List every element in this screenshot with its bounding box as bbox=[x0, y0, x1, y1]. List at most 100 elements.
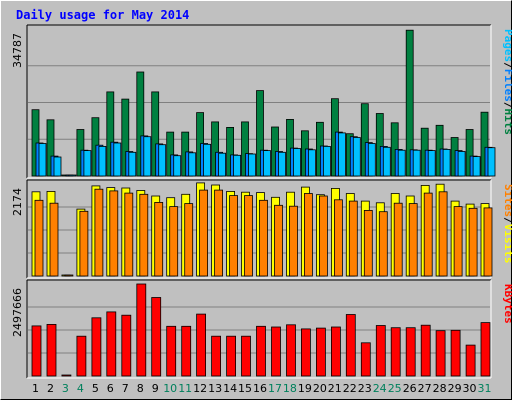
x-tick-day-6: 6 bbox=[107, 382, 114, 395]
bar-sites-day-17 bbox=[274, 204, 283, 277]
bar-pages-day-25 bbox=[397, 149, 406, 177]
x-tick-day-1: 1 bbox=[32, 382, 39, 395]
bar-hits-day-15 bbox=[241, 121, 249, 177]
bar-sites-day-2 bbox=[49, 202, 59, 277]
bar-pages-day-19 bbox=[307, 149, 316, 177]
bar-hits-day-26 bbox=[405, 29, 414, 177]
bar-kbytes-day-23 bbox=[360, 342, 371, 377]
bar-kbytes-day-14 bbox=[226, 335, 237, 377]
bar-hits-day-6 bbox=[106, 91, 115, 177]
legend-separator: / bbox=[502, 62, 512, 69]
bar-kbytes-day-1 bbox=[31, 325, 42, 377]
bar-hits-day-23 bbox=[360, 103, 369, 177]
x-tick-day-15: 15 bbox=[238, 382, 252, 395]
panel-visits-sites: 2174 Sites/Visits bbox=[11, 179, 512, 279]
x-tick-day-17: 17 bbox=[268, 382, 282, 395]
bar-kbytes-day-25 bbox=[390, 327, 401, 377]
bar-sites-day-19 bbox=[303, 193, 313, 277]
bar-pages-day-31 bbox=[487, 147, 496, 177]
bar-hits-day-7 bbox=[121, 98, 130, 177]
bar-pages-day-7 bbox=[128, 151, 137, 177]
bar-hits-day-8 bbox=[136, 71, 145, 177]
bar-sites-day-9 bbox=[154, 201, 164, 277]
x-tick-day-5: 5 bbox=[92, 382, 99, 395]
bar-kbytes-day-26 bbox=[405, 327, 416, 377]
bar-sites-day-28 bbox=[438, 191, 448, 277]
x-tick-day-21: 21 bbox=[328, 382, 342, 395]
bar-sites-day-7 bbox=[124, 192, 134, 277]
x-tick-day-3: 3 bbox=[62, 382, 69, 395]
x-tick-day-31: 31 bbox=[478, 382, 492, 395]
bar-pages-day-13 bbox=[218, 152, 227, 177]
bar-kbytes-day-6 bbox=[106, 311, 117, 377]
chart-panels: 34787Pages/Files/Hits2174Sites/Visits249… bbox=[11, 24, 512, 379]
x-tick-day-27: 27 bbox=[418, 382, 432, 395]
bar-kbytes-day-15 bbox=[241, 335, 251, 377]
bar-pages-day-26 bbox=[412, 149, 421, 177]
x-tick-labels: 1 2 3 4 5 6 7 8 9 10 11 12 13 14 15 16 17 18 19 20 21 22 23 24 2… bbox=[32, 382, 492, 395]
bar-kbytes-day-18 bbox=[286, 324, 296, 377]
bar-pages-day-28 bbox=[442, 148, 451, 177]
bar-kbytes-day-17 bbox=[271, 326, 281, 377]
x-tick-day-20: 20 bbox=[313, 382, 327, 395]
x-tick-day-10: 10 bbox=[163, 382, 177, 395]
bar-sites-day-3 bbox=[64, 274, 74, 277]
bar-sites-day-14 bbox=[229, 195, 239, 277]
x-tick-day-25: 25 bbox=[388, 382, 402, 395]
bar-kbytes-day-2 bbox=[46, 323, 57, 377]
bar-kbytes-day-9 bbox=[151, 297, 162, 377]
legend-kbytes: KBytes bbox=[502, 284, 512, 324]
bar-sites-day-8 bbox=[139, 193, 149, 277]
bar-pages-day-4 bbox=[83, 150, 92, 177]
bar-sites-day-30 bbox=[468, 207, 478, 277]
y-max-label: 34787 bbox=[11, 33, 24, 68]
legend-visits-sites: Sites/Visits bbox=[502, 184, 512, 264]
bar-sites-day-21 bbox=[333, 199, 343, 277]
bar-pages-day-8 bbox=[143, 136, 152, 177]
legend-entry-kbytes: KBytes bbox=[502, 284, 512, 324]
bar-hits-day-24 bbox=[375, 113, 384, 177]
bar-kbytes-day-8 bbox=[136, 283, 147, 377]
bar-hits-day-16 bbox=[256, 90, 264, 177]
bar-hits-day-9 bbox=[151, 91, 160, 177]
bar-sites-day-11 bbox=[184, 203, 194, 277]
legend-separator: / bbox=[502, 217, 512, 224]
legend-entry-sites: Sites bbox=[502, 184, 512, 217]
legend-separator: / bbox=[502, 102, 512, 109]
x-tick-day-13: 13 bbox=[208, 382, 222, 395]
x-tick-day-26: 26 bbox=[403, 382, 417, 395]
bar-kbytes-day-5 bbox=[91, 317, 102, 377]
x-tick-day-9: 9 bbox=[152, 382, 159, 395]
x-tick-day-16: 16 bbox=[253, 382, 267, 395]
bar-pages-day-20 bbox=[322, 145, 331, 177]
bar-sites-day-31 bbox=[483, 207, 493, 277]
legend-entry-hits: Hits bbox=[502, 109, 512, 136]
bar-hits-day-10 bbox=[166, 131, 175, 177]
x-tick-day-7: 7 bbox=[122, 382, 129, 395]
x-tick-day-22: 22 bbox=[343, 382, 357, 395]
bar-pages-day-2 bbox=[53, 156, 62, 177]
panel-kbytes: 2497666 KBytes bbox=[11, 279, 512, 379]
bar-sites-day-24 bbox=[378, 211, 388, 277]
bar-sites-day-20 bbox=[318, 195, 328, 277]
bar-pages-day-11 bbox=[188, 152, 197, 177]
bar-kbytes-day-13 bbox=[211, 335, 222, 377]
bar-kbytes-day-20 bbox=[315, 327, 326, 377]
bar-pages-day-16 bbox=[263, 150, 271, 177]
bar-sites-day-12 bbox=[199, 189, 209, 277]
bar-kbytes-day-27 bbox=[420, 324, 431, 377]
x-tick-day-30: 30 bbox=[463, 382, 477, 395]
bar-sites-day-25 bbox=[393, 202, 403, 277]
legend-entry-visits: Visits bbox=[502, 224, 512, 264]
bar-hits-day-18 bbox=[286, 119, 294, 177]
bar-pages-day-10 bbox=[173, 155, 182, 177]
x-tick-day-8: 8 bbox=[137, 382, 144, 395]
x-tick-day-23: 23 bbox=[358, 382, 372, 395]
bar-sites-day-29 bbox=[453, 206, 463, 277]
bar-sites-day-4 bbox=[79, 210, 89, 277]
bar-kbytes-day-7 bbox=[121, 314, 132, 377]
x-tick-day-2: 2 bbox=[47, 382, 54, 395]
bar-sites-day-22 bbox=[348, 200, 358, 277]
x-tick-day-4: 4 bbox=[77, 382, 84, 395]
